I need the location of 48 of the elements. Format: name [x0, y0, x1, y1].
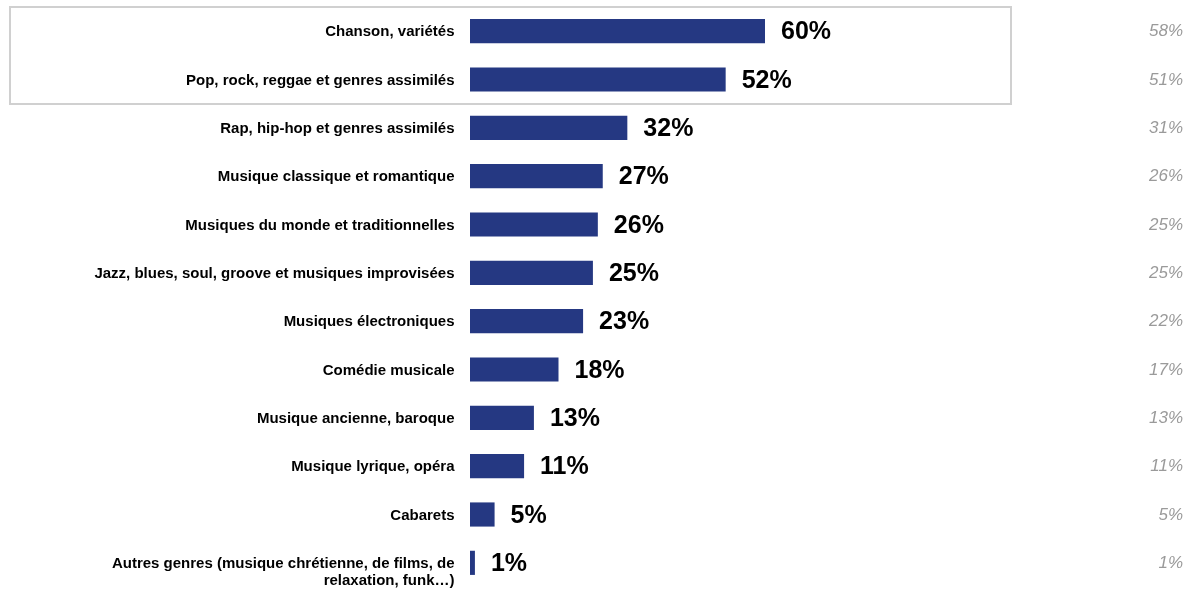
data-label: 25%	[608, 257, 659, 286]
y-tick-label: Rap, hip-hop et genres assimilés	[220, 118, 455, 136]
y-tick-label: Autres genres (musique chrétienne, de films, de relaxation, funk…)	[111, 553, 455, 588]
text: 22%	[1147, 311, 1183, 331]
data-label: 18%	[574, 354, 625, 383]
y-tick-label: Musiques du monde et traditionnelles	[185, 215, 455, 233]
bar	[470, 309, 584, 334]
bar	[470, 357, 559, 382]
y-tick-label: Pop, rock, reggae et genres assimilés	[186, 70, 455, 88]
bar	[470, 19, 765, 44]
text: 58%	[1148, 21, 1183, 41]
y-tick-label: Musique classique et romantique	[217, 167, 455, 185]
text: 31%	[1148, 117, 1183, 137]
data-label: 13%	[549, 402, 600, 431]
bar	[470, 550, 475, 575]
y-tick-label: Musiques électroniques	[283, 312, 455, 330]
y-tick-label: Jazz, blues, soul, groove et musiques improvisées	[94, 263, 455, 281]
data-label: 60%	[781, 16, 832, 45]
y-tick-label: Musique lyrique, opéra	[291, 457, 456, 475]
bar	[470, 115, 628, 140]
data-label: 32%	[643, 112, 694, 141]
data-label: 5%	[510, 499, 547, 528]
bar	[470, 164, 603, 189]
data-label: 11%	[540, 451, 589, 480]
text: 1%	[1158, 552, 1183, 572]
data-label: 1%	[490, 547, 528, 576]
y-tick-label: Comédie musicale	[322, 360, 455, 378]
text: 11%	[1150, 456, 1183, 476]
bar	[470, 454, 525, 479]
bar	[470, 260, 593, 285]
text: 5%	[1158, 504, 1183, 524]
data-label: 27%	[618, 161, 669, 190]
text: 17%	[1148, 359, 1183, 379]
bar	[470, 67, 726, 92]
y-tick-label: Chanson, variétés	[325, 22, 455, 40]
text: 13%	[1148, 407, 1183, 427]
bar	[470, 212, 598, 237]
text: 25%	[1147, 214, 1183, 234]
data-label: 52%	[741, 64, 792, 93]
text: 25%	[1147, 262, 1183, 282]
bar	[470, 405, 534, 430]
text: 51%	[1148, 69, 1183, 89]
y-tick-label: Musique ancienne, baroque	[256, 408, 455, 426]
data-label: 26%	[613, 209, 664, 238]
data-label: 23%	[599, 306, 650, 335]
bar	[470, 502, 495, 527]
text: 26%	[1147, 166, 1183, 186]
y-tick-label: Cabarets	[390, 505, 455, 523]
